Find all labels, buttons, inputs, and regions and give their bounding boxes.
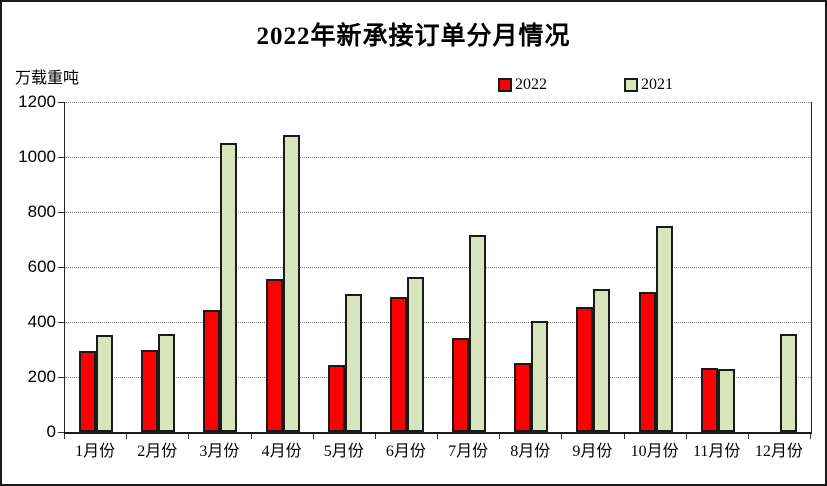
x-axis-tick bbox=[747, 434, 749, 439]
x-axis-tick bbox=[561, 434, 563, 439]
month-slot-4月份 bbox=[252, 102, 314, 432]
y-axis-tick bbox=[58, 267, 64, 268]
x-tick-label-9月份: 9月份 bbox=[572, 443, 613, 460]
month-slot-5月份 bbox=[314, 102, 376, 432]
bar-2022-7月份 bbox=[452, 338, 470, 432]
chart-title: 2022年新承接订单分月情况 bbox=[256, 23, 571, 50]
y-tick-label: 400 bbox=[27, 312, 56, 331]
x-axis-tick bbox=[810, 434, 811, 439]
gridline-1000 bbox=[65, 157, 811, 158]
x-axis-tick bbox=[250, 434, 252, 439]
legend-item-2022: 2022 bbox=[498, 77, 547, 93]
bar-2021-8月份 bbox=[531, 321, 549, 432]
gridline-400 bbox=[65, 322, 811, 323]
x-tick-label-7月份: 7月份 bbox=[448, 443, 489, 460]
y-tick-label: 600 bbox=[27, 257, 56, 276]
bar-2021-1月份 bbox=[96, 335, 114, 432]
month-slot-12月份 bbox=[749, 102, 811, 432]
y-axis-tick bbox=[58, 102, 64, 103]
bar-2022-1月份 bbox=[79, 351, 97, 432]
legend-label: 2021 bbox=[641, 76, 673, 93]
x-tick-label-10月份: 10月份 bbox=[630, 443, 679, 460]
x-tick-label-11月份: 11月份 bbox=[693, 443, 741, 460]
x-tick-label-8月份: 8月份 bbox=[510, 443, 551, 460]
bar-2021-6月份 bbox=[406, 277, 424, 432]
x-axis-tick bbox=[126, 434, 128, 439]
y-axis-tick bbox=[58, 432, 64, 433]
x-tick-label-3月份: 3月份 bbox=[199, 443, 240, 460]
bar-2022-6月份 bbox=[389, 297, 407, 432]
y-tick-label: 1200 bbox=[18, 92, 56, 111]
x-axis-tick bbox=[623, 434, 625, 439]
bar-2021-9月份 bbox=[593, 289, 611, 432]
x-axis-tick bbox=[499, 434, 501, 439]
bar-2021-11月份 bbox=[717, 369, 735, 432]
bar-2022-2月份 bbox=[141, 350, 159, 432]
gridline-1200 bbox=[65, 102, 811, 103]
bar-2021-10月份 bbox=[655, 226, 673, 432]
y-axis-tick bbox=[58, 157, 64, 158]
month-slot-8月份 bbox=[500, 102, 562, 432]
bar-2022-10月份 bbox=[638, 292, 656, 432]
bar-2021-2月份 bbox=[158, 334, 176, 432]
bar-2022-9月份 bbox=[576, 307, 594, 432]
gridline-600 bbox=[65, 267, 811, 268]
y-tick-label: 0 bbox=[46, 422, 56, 441]
bar-2021-4月份 bbox=[282, 135, 300, 432]
x-axis-tick bbox=[188, 434, 190, 439]
bar-2022-5月份 bbox=[327, 365, 345, 432]
x-tick-label-4月份: 4月份 bbox=[261, 443, 302, 460]
x-axis-tick bbox=[312, 434, 314, 439]
x-tick-label-12月份: 12月份 bbox=[754, 443, 803, 460]
bar-2022-4月份 bbox=[265, 279, 283, 432]
x-tick-label-5月份: 5月份 bbox=[323, 443, 364, 460]
month-slot-3月份 bbox=[189, 102, 251, 432]
month-slot-10月份 bbox=[625, 102, 687, 432]
legend-label: 2022 bbox=[515, 76, 547, 93]
bar-2022-11月份 bbox=[700, 368, 718, 432]
y-axis-unit-label: 万载重吨 bbox=[15, 70, 80, 87]
plot-area bbox=[64, 102, 812, 434]
y-axis-tick bbox=[58, 377, 64, 378]
month-slot-9月份 bbox=[562, 102, 624, 432]
x-axis-tick bbox=[374, 434, 376, 439]
x-axis-tick bbox=[64, 434, 65, 439]
bar-2022-3月份 bbox=[203, 310, 221, 432]
y-tick-label: 800 bbox=[27, 202, 56, 221]
x-axis-tick bbox=[437, 434, 438, 439]
gridline-200 bbox=[65, 377, 811, 378]
month-slot-6月份 bbox=[376, 102, 438, 432]
x-axis-tick bbox=[685, 434, 687, 439]
y-tick-label: 1000 bbox=[18, 147, 56, 166]
legend-swatch-icon bbox=[498, 78, 512, 92]
y-axis-tick bbox=[58, 322, 64, 323]
x-tick-label-1月份: 1月份 bbox=[75, 443, 116, 460]
y-axis-tick bbox=[58, 212, 64, 213]
bar-2021-7月份 bbox=[469, 235, 487, 432]
bar-2022-8月份 bbox=[514, 363, 532, 432]
legend-item-2021: 2021 bbox=[624, 77, 673, 93]
bar-2021-5月份 bbox=[344, 294, 362, 432]
bar-2021-3月份 bbox=[220, 143, 238, 432]
month-slot-2月份 bbox=[127, 102, 189, 432]
legend-swatch-icon bbox=[624, 78, 638, 92]
gridline-800 bbox=[65, 212, 811, 213]
x-tick-label-2月份: 2月份 bbox=[137, 443, 178, 460]
bar-2021-12月份 bbox=[779, 334, 797, 432]
y-tick-label: 200 bbox=[27, 367, 56, 386]
month-slot-7月份 bbox=[438, 102, 500, 432]
month-slot-1月份 bbox=[65, 102, 127, 432]
month-slot-11月份 bbox=[687, 102, 749, 432]
x-tick-label-6月份: 6月份 bbox=[385, 443, 426, 460]
